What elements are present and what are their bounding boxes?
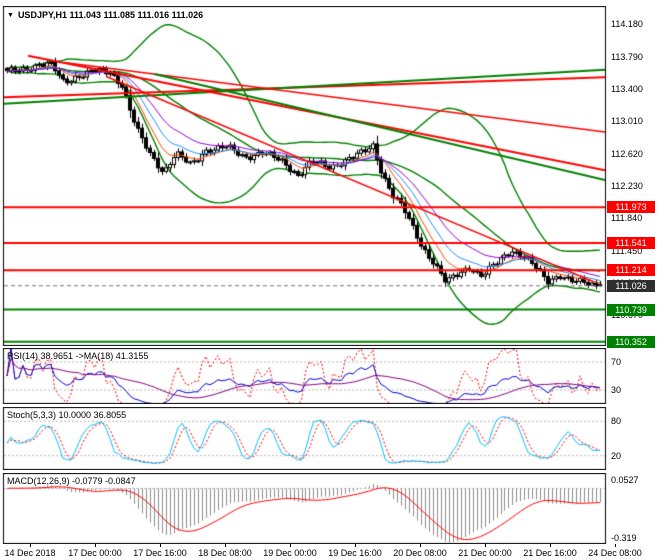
level-price-badge: 111.973 [607,201,655,214]
stoch-axis-label: 20 [611,450,622,461]
price-axis-label: 112.620 [611,148,643,159]
time-axis-tick [160,544,161,547]
stoch-indicator-label: Stoch(5,3,3) 10.0000 36.8055 [7,410,127,420]
level-price-badge: 110.352 [607,335,655,348]
time-axis-tick [95,544,96,547]
chart-title: USDJPY,H1 111.043 111.085 111.016 111.02… [17,10,204,20]
time-axis-label: 21 Dec 00:00 [458,548,512,558]
current-price-badge: 111.026 [607,279,655,292]
price-chart-canvas[interactable] [0,6,660,346]
macd-axis-label: 0.0527 [611,475,639,486]
level-price-badge: 111.541 [607,237,655,250]
price-axis-label: 112.230 [611,180,643,191]
time-axis-label: 21 Dec 16:00 [523,548,577,558]
time-axis-label: 17 Dec 00:00 [68,548,122,558]
time-axis-label: 17 Dec 16:00 [133,548,187,558]
time-axis-label: 24 Dec 08:00 [588,548,642,558]
time-axis-tick [485,544,486,547]
time-axis-label: 18 Dec 08:00 [198,548,252,558]
stoch-axis-label: 80 [611,416,622,427]
level-price-badge: 111.214 [607,264,655,277]
rsi-axis-label: 70 [611,357,622,367]
macd-panel-canvas[interactable] [0,473,660,544]
time-axis-label: 19 Dec 16:00 [328,548,382,558]
time-axis-label: 14 Dec 2018 [4,548,56,558]
price-axis-label: 111.840 [611,213,643,224]
time-axis-label: 20 Dec 08:00 [393,548,447,558]
chart-dropdown-icon[interactable]: ▼ [7,11,14,19]
price-axis-label: 113.010 [611,116,643,127]
time-axis-tick [30,544,31,547]
chart-title-bar: ▼ USDJPY,H1 111.043 111.085 111.016 111.… [7,10,203,20]
time-axis-tick [550,544,551,547]
time-axis-label: 19 Dec 00:00 [263,548,317,558]
rsi-axis-label: 30 [611,385,622,395]
time-axis-tick [225,544,226,547]
stoch-panel-canvas[interactable] [0,407,660,470]
time-axis-tick [290,544,291,547]
macd-indicator-label: MACD(12,26,9) -0.0779 -0.0847 [7,476,136,486]
price-axis-label: 113.400 [611,83,643,94]
time-axis-tick [615,544,616,547]
macd-axis-label: -0.319 [611,532,637,543]
rsi-panel-canvas[interactable] [0,348,660,404]
price-axis-label: 111.450 [611,245,643,256]
rsi-indicator-label: RSI(14) 38.9651 ->MA(18) 41.3155 [7,351,149,361]
time-axis-tick [355,544,356,547]
price-axis-label: 114.180 [611,19,643,30]
level-price-badge: 110.739 [607,303,655,316]
price-axis-label: 113.790 [611,51,643,62]
time-axis-tick [420,544,421,547]
